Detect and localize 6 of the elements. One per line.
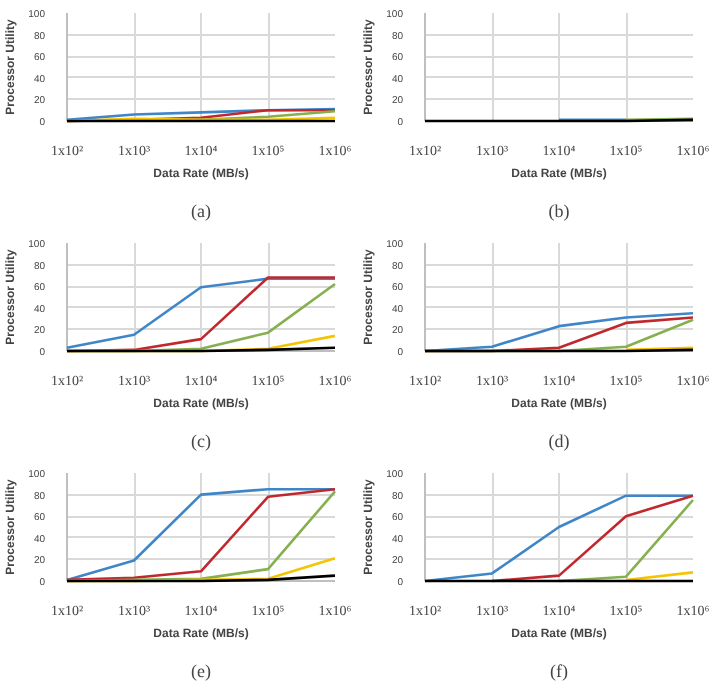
text: (b): [548, 201, 570, 221]
text: (a): [191, 201, 212, 221]
text: (d): [548, 431, 570, 451]
text: (c): [191, 431, 212, 451]
text: (f): [550, 661, 569, 681]
text: (e): [191, 661, 212, 681]
